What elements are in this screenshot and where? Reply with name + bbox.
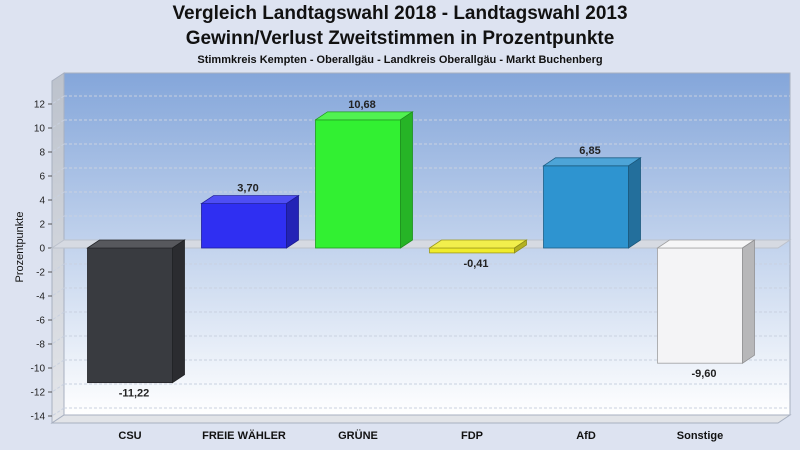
y-tick-label: -4 [36, 292, 45, 303]
gridline [51, 95, 65, 105]
bar [87, 247, 173, 384]
bar-side-face [742, 239, 755, 364]
bar-top-face [314, 111, 414, 121]
bar [657, 247, 743, 364]
y-tick-label: 6 [39, 172, 45, 183]
chart-subtitle-location: Stimmkreis Kempten - Oberallgäu - Landkr… [197, 54, 603, 66]
x-tick-label: Sonstige [677, 430, 723, 442]
x-tick-label: GRÜNE [338, 429, 378, 442]
bar [315, 119, 401, 249]
chart-title: Vergleich Landtagswahl 2018 - Landtagswa… [172, 3, 628, 24]
bar-top-face [542, 157, 642, 167]
gridline [51, 215, 65, 225]
bar-side-face [286, 194, 299, 249]
bar-value-label: 6,85 [579, 145, 600, 157]
bar-value-label: -11,22 [119, 388, 150, 400]
y-tick-label: 4 [39, 196, 45, 207]
y-axis-label: Prozentpunkte [14, 212, 26, 283]
y-tick-label: -12 [31, 388, 46, 399]
y-tick-label: 0 [39, 244, 45, 255]
gridline [51, 335, 65, 345]
gridline [51, 143, 65, 153]
bar-value-label: 3,70 [237, 183, 258, 195]
bar-top-face [86, 239, 186, 249]
bar-top-face [656, 239, 756, 249]
y-tick-label: 10 [34, 124, 46, 135]
x-tick-label: FREIE WÄHLER [202, 429, 286, 442]
y-tick-label: 8 [39, 148, 45, 159]
gridline [51, 359, 65, 369]
y-tick-label: -14 [31, 412, 46, 423]
bar-side-face [172, 239, 185, 384]
gridline [51, 167, 65, 177]
y-tick-label: -2 [36, 268, 45, 279]
x-tick-label: CSU [118, 430, 141, 442]
y-tick-label: 12 [34, 100, 46, 111]
bar-side-face [628, 157, 641, 249]
x-tick-label: AfD [576, 430, 596, 442]
gridline [51, 119, 65, 129]
gridline [51, 383, 65, 393]
gridline [51, 263, 65, 273]
bar-top-face [200, 195, 300, 205]
bar-side-face [514, 239, 527, 254]
y-tick-label: -8 [36, 340, 45, 351]
bar [429, 247, 515, 254]
bar [543, 165, 629, 249]
bar-side-face [400, 111, 413, 249]
chart-subtitle: Gewinn/Verlust Zweitstimmen in Prozentpu… [185, 28, 615, 49]
gridline [51, 191, 65, 201]
bar-value-label: 10,68 [348, 99, 376, 111]
gridline [51, 311, 65, 321]
x-tick-label: FDP [461, 430, 483, 442]
gridline [51, 407, 65, 417]
plot-floor [50, 414, 792, 424]
gridline [51, 287, 65, 297]
bar-value-label: -0,41 [463, 258, 488, 270]
y-tick-label: -10 [31, 364, 46, 375]
y-tick-label: 2 [39, 220, 45, 231]
bar-value-label: -9,60 [691, 368, 716, 380]
bar [201, 203, 287, 249]
y-tick-label: -6 [36, 316, 45, 327]
bar-top-face [428, 239, 528, 249]
